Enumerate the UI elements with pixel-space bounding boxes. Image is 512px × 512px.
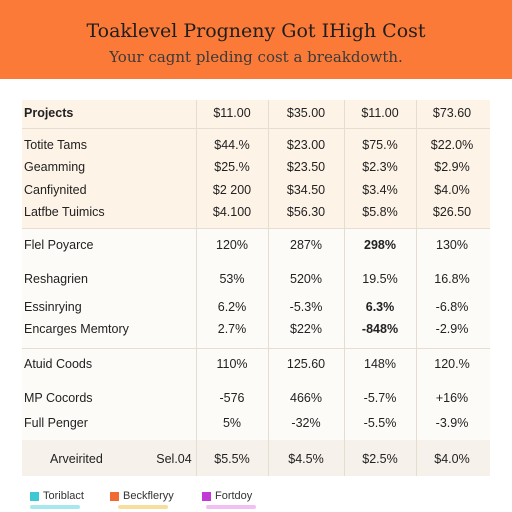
row-value: $23.50 <box>286 160 326 174</box>
row-label: Reshagrien <box>24 272 88 286</box>
legend-item: Beckfleryy <box>110 488 174 504</box>
row-value: $25.% <box>214 160 250 174</box>
row-value: 19.5% <box>362 272 398 286</box>
row-value: 130% <box>436 238 468 252</box>
row-value: $4.0% <box>434 183 470 197</box>
legend-label: Fortdoy <box>215 490 253 502</box>
row-value: 5% <box>222 416 242 430</box>
row-value: $44.% <box>214 138 250 152</box>
row-label: Latfbe Tuimics <box>24 205 105 219</box>
legend-faint-bar <box>118 505 168 509</box>
table-footer-background <box>22 440 490 476</box>
row-divider <box>22 228 490 229</box>
legend-item: Toriblact <box>30 488 84 504</box>
row-value: 298% <box>364 238 396 252</box>
row-value: -576 <box>219 391 245 405</box>
legend-swatch <box>30 491 39 501</box>
row-label: Essinrying <box>24 300 82 314</box>
row-value: $4.100 <box>212 205 252 219</box>
row-label: Full Penger <box>24 416 88 430</box>
footer-value: $4.5% <box>288 452 324 466</box>
table-header-value: $73.60 <box>432 106 472 120</box>
row-value: 110% <box>216 357 248 371</box>
legend-label: Toriblact <box>43 490 84 502</box>
row-value: 125.60 <box>286 357 326 371</box>
column-divider <box>268 100 269 476</box>
row-value: 2.7% <box>217 322 247 336</box>
row-value: $2.3% <box>362 160 398 174</box>
legend-second-row <box>30 505 290 512</box>
row-divider <box>22 348 490 349</box>
table-lower-background <box>22 228 490 476</box>
footer-value: $5.5% <box>214 452 250 466</box>
row-value: -32% <box>291 416 321 430</box>
row-value: 6.2% <box>217 300 247 314</box>
legend-swatch <box>202 491 211 501</box>
table-header-value: $11.00 <box>213 106 251 120</box>
row-value: 148% <box>364 357 396 371</box>
legend-label: Beckfleryy <box>123 490 174 502</box>
row-label: Flel Poyarce <box>24 238 94 252</box>
row-value: 16.8% <box>434 272 470 286</box>
row-value: 120% <box>216 238 248 252</box>
row-label: Geamming <box>24 160 86 174</box>
row-value: 466% <box>290 391 322 405</box>
row-value: 520% <box>290 272 322 286</box>
row-value: $5.8% <box>362 205 398 219</box>
row-value: $75.% <box>362 138 398 152</box>
legend-faint-bar <box>30 505 80 509</box>
row-value: 53% <box>219 272 245 286</box>
row-value: +16% <box>435 391 469 405</box>
row-value: $26.50 <box>432 205 472 219</box>
table-header-value: $35.00 <box>286 106 326 120</box>
header-banner <box>0 0 512 79</box>
row-value: $56.30 <box>286 205 326 219</box>
footer-value: $4.0% <box>434 452 470 466</box>
row-value: $23.00 <box>286 138 326 152</box>
footer-extra-value: Sel.04 <box>156 452 192 466</box>
row-value: 287% <box>290 238 322 252</box>
row-label: Encarges Memtory <box>24 322 129 336</box>
legend: Toriblact Beckfleryy Fortdoy <box>30 488 490 504</box>
row-value: -3.9% <box>435 416 469 430</box>
legend-item: Fortdoy <box>202 488 252 504</box>
row-value: $2.9% <box>434 160 470 174</box>
page-title: Toaklevel Progneny Got IHigh Cost <box>86 20 426 42</box>
row-label: Totite Tams <box>24 138 87 152</box>
page-subtitle: Your cagnt pleding cost a breakdowth. <box>109 48 403 66</box>
table-header-label: Projects <box>24 106 74 120</box>
column-divider <box>416 100 417 476</box>
row-value: -2.9% <box>435 322 469 336</box>
row-value: -5.3% <box>289 300 323 314</box>
legend-swatch <box>110 491 119 501</box>
column-divider <box>344 100 345 476</box>
row-label: Atuid Coods <box>24 357 93 371</box>
footer-value: $2.5% <box>362 452 398 466</box>
row-value: $3.4% <box>362 183 398 197</box>
row-value: $34.50 <box>286 183 326 197</box>
row-value: 6.3% <box>365 300 395 314</box>
row-value: -5.5% <box>363 416 397 430</box>
row-divider <box>22 128 490 129</box>
row-value: 120.% <box>434 357 470 371</box>
row-value: $22.0% <box>430 138 474 152</box>
row-value: -5.7% <box>363 391 397 405</box>
row-value: -848% <box>361 322 399 336</box>
row-label: Canfiynited <box>24 183 87 197</box>
legend-faint-bar <box>206 505 256 509</box>
column-divider <box>196 100 197 476</box>
row-value: -6.8% <box>435 300 469 314</box>
table-header-value: $11.00 <box>361 106 399 120</box>
row-label: MP Cocords <box>24 391 93 405</box>
footer-label: Arveirited <box>50 452 103 466</box>
row-value: $22% <box>290 322 322 336</box>
row-value: $2 200 <box>212 183 252 197</box>
